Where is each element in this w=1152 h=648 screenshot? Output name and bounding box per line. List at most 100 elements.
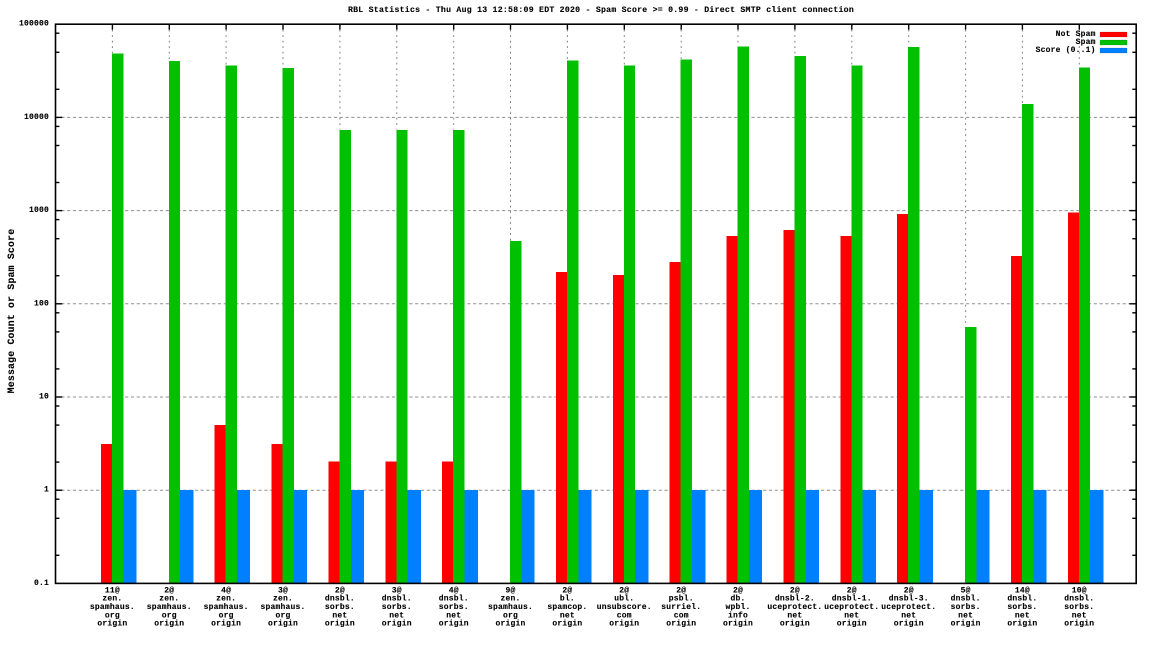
svg-text:origin: origin: [268, 620, 298, 629]
svg-text:net: net: [1072, 611, 1087, 620]
svg-text:14@: 14@: [1015, 586, 1030, 595]
svg-text:origin: origin: [325, 620, 355, 629]
svg-text:uceprotect.: uceprotect.: [767, 603, 822, 612]
svg-text:ubl.: ubl.: [614, 595, 634, 604]
svg-text:surriel.: surriel.: [661, 603, 701, 612]
svg-text:3@: 3@: [392, 586, 402, 595]
svg-text:origin: origin: [97, 620, 127, 629]
svg-text:100: 100: [34, 299, 49, 308]
svg-text:dnsbl-1.: dnsbl-1.: [832, 595, 872, 604]
svg-text:origin: origin: [382, 620, 412, 629]
svg-text:11@: 11@: [105, 586, 120, 595]
svg-text:spamhaus.: spamhaus.: [260, 603, 305, 612]
svg-text:info: info: [728, 611, 748, 620]
svg-text:zen.: zen.: [216, 595, 236, 604]
svg-text:origin: origin: [495, 620, 525, 629]
svg-text:psbl.: psbl.: [669, 595, 694, 604]
svg-text:100000: 100000: [19, 20, 49, 29]
svg-text:org: org: [503, 611, 518, 620]
svg-text:net: net: [560, 611, 575, 620]
svg-text:origin: origin: [951, 620, 981, 629]
svg-text:Spam: Spam: [1076, 38, 1096, 47]
svg-text:dnsbl-2.: dnsbl-2.: [775, 595, 815, 604]
svg-text:zen.: zen.: [159, 595, 179, 604]
svg-text:spamhaus.: spamhaus.: [90, 603, 135, 612]
svg-text:Not Spam: Not Spam: [1056, 30, 1096, 39]
svg-text:net: net: [389, 611, 404, 620]
svg-text:sorbs.: sorbs.: [1007, 603, 1037, 612]
svg-text:dnsbl.: dnsbl.: [1064, 595, 1094, 604]
svg-text:zen.: zen.: [273, 595, 293, 604]
svg-text:net: net: [787, 611, 802, 620]
svg-text:1: 1: [44, 486, 49, 495]
svg-text:spamcop.: spamcop.: [547, 603, 587, 612]
svg-text:dnsbl.: dnsbl.: [951, 595, 981, 604]
svg-text:com: com: [674, 611, 689, 620]
svg-text:Message Count or Spam Score: Message Count or Spam Score: [6, 229, 17, 394]
svg-text:origin: origin: [780, 620, 810, 629]
svg-text:2@: 2@: [733, 586, 743, 595]
svg-text:2@: 2@: [164, 586, 174, 595]
svg-text:10: 10: [39, 393, 49, 402]
svg-text:db.: db.: [730, 595, 745, 604]
svg-text:dnsbl.: dnsbl.: [325, 595, 355, 604]
svg-text:2@: 2@: [676, 586, 686, 595]
svg-text:unsubscore.: unsubscore.: [597, 603, 652, 612]
svg-text:net: net: [332, 611, 347, 620]
svg-text:RBL Statistics - Thu Aug 13 12: RBL Statistics - Thu Aug 13 12:58:09 EDT…: [348, 5, 854, 15]
svg-text:2@: 2@: [847, 586, 857, 595]
svg-text:zen.: zen.: [500, 595, 520, 604]
svg-text:10000: 10000: [24, 113, 49, 122]
svg-text:wpbl.: wpbl.: [725, 603, 750, 612]
svg-text:net: net: [1015, 611, 1030, 620]
svg-text:sorbs.: sorbs.: [382, 603, 412, 612]
svg-text:3@: 3@: [278, 586, 288, 595]
svg-text:sorbs.: sorbs.: [325, 603, 355, 612]
svg-text:origin: origin: [1007, 620, 1037, 629]
svg-text:net: net: [958, 611, 973, 620]
svg-text:9@: 9@: [505, 586, 515, 595]
svg-text:org: org: [275, 611, 290, 620]
svg-text:2@: 2@: [335, 586, 345, 595]
svg-text:Score (0..1): Score (0..1): [1036, 46, 1096, 55]
svg-text:zen.: zen.: [102, 595, 122, 604]
svg-text:origin: origin: [894, 620, 924, 629]
svg-text:org: org: [219, 611, 234, 620]
svg-text:uceprotect.: uceprotect.: [824, 603, 879, 612]
svg-text:net: net: [446, 611, 461, 620]
svg-text:bl.: bl.: [560, 595, 575, 604]
svg-text:uceprotect.: uceprotect.: [881, 603, 936, 612]
svg-text:origin: origin: [1064, 620, 1094, 629]
svg-text:origin: origin: [837, 620, 867, 629]
svg-text:sorbs.: sorbs.: [951, 603, 981, 612]
svg-text:net: net: [844, 611, 859, 620]
svg-text:5@: 5@: [961, 586, 971, 595]
svg-text:0.1: 0.1: [34, 579, 49, 588]
svg-text:sorbs.: sorbs.: [1064, 603, 1094, 612]
svg-text:com: com: [617, 611, 632, 620]
svg-text:4@: 4@: [449, 586, 459, 595]
svg-text:org: org: [105, 611, 120, 620]
svg-text:origin: origin: [666, 620, 696, 629]
svg-text:origin: origin: [154, 620, 184, 629]
svg-text:dnsbl.: dnsbl.: [1007, 595, 1037, 604]
svg-text:origin: origin: [439, 620, 469, 629]
svg-text:2@: 2@: [904, 586, 914, 595]
svg-text:1000: 1000: [29, 206, 49, 215]
svg-text:2@: 2@: [619, 586, 629, 595]
svg-text:origin: origin: [552, 620, 582, 629]
svg-text:sorbs.: sorbs.: [439, 603, 469, 612]
svg-text:origin: origin: [609, 620, 639, 629]
svg-text:4@: 4@: [221, 586, 231, 595]
svg-text:origin: origin: [211, 620, 241, 629]
svg-text:2@: 2@: [790, 586, 800, 595]
svg-text:spamhaus.: spamhaus.: [147, 603, 192, 612]
svg-text:dnsbl.: dnsbl.: [382, 595, 412, 604]
svg-text:2@: 2@: [562, 586, 572, 595]
svg-text:org: org: [162, 611, 177, 620]
svg-text:dnsbl.: dnsbl.: [439, 595, 469, 604]
svg-text:spamhaus.: spamhaus.: [488, 603, 533, 612]
svg-text:spamhaus.: spamhaus.: [204, 603, 249, 612]
svg-text:10@: 10@: [1072, 586, 1087, 595]
svg-text:dnsbl-3.: dnsbl-3.: [889, 595, 929, 604]
